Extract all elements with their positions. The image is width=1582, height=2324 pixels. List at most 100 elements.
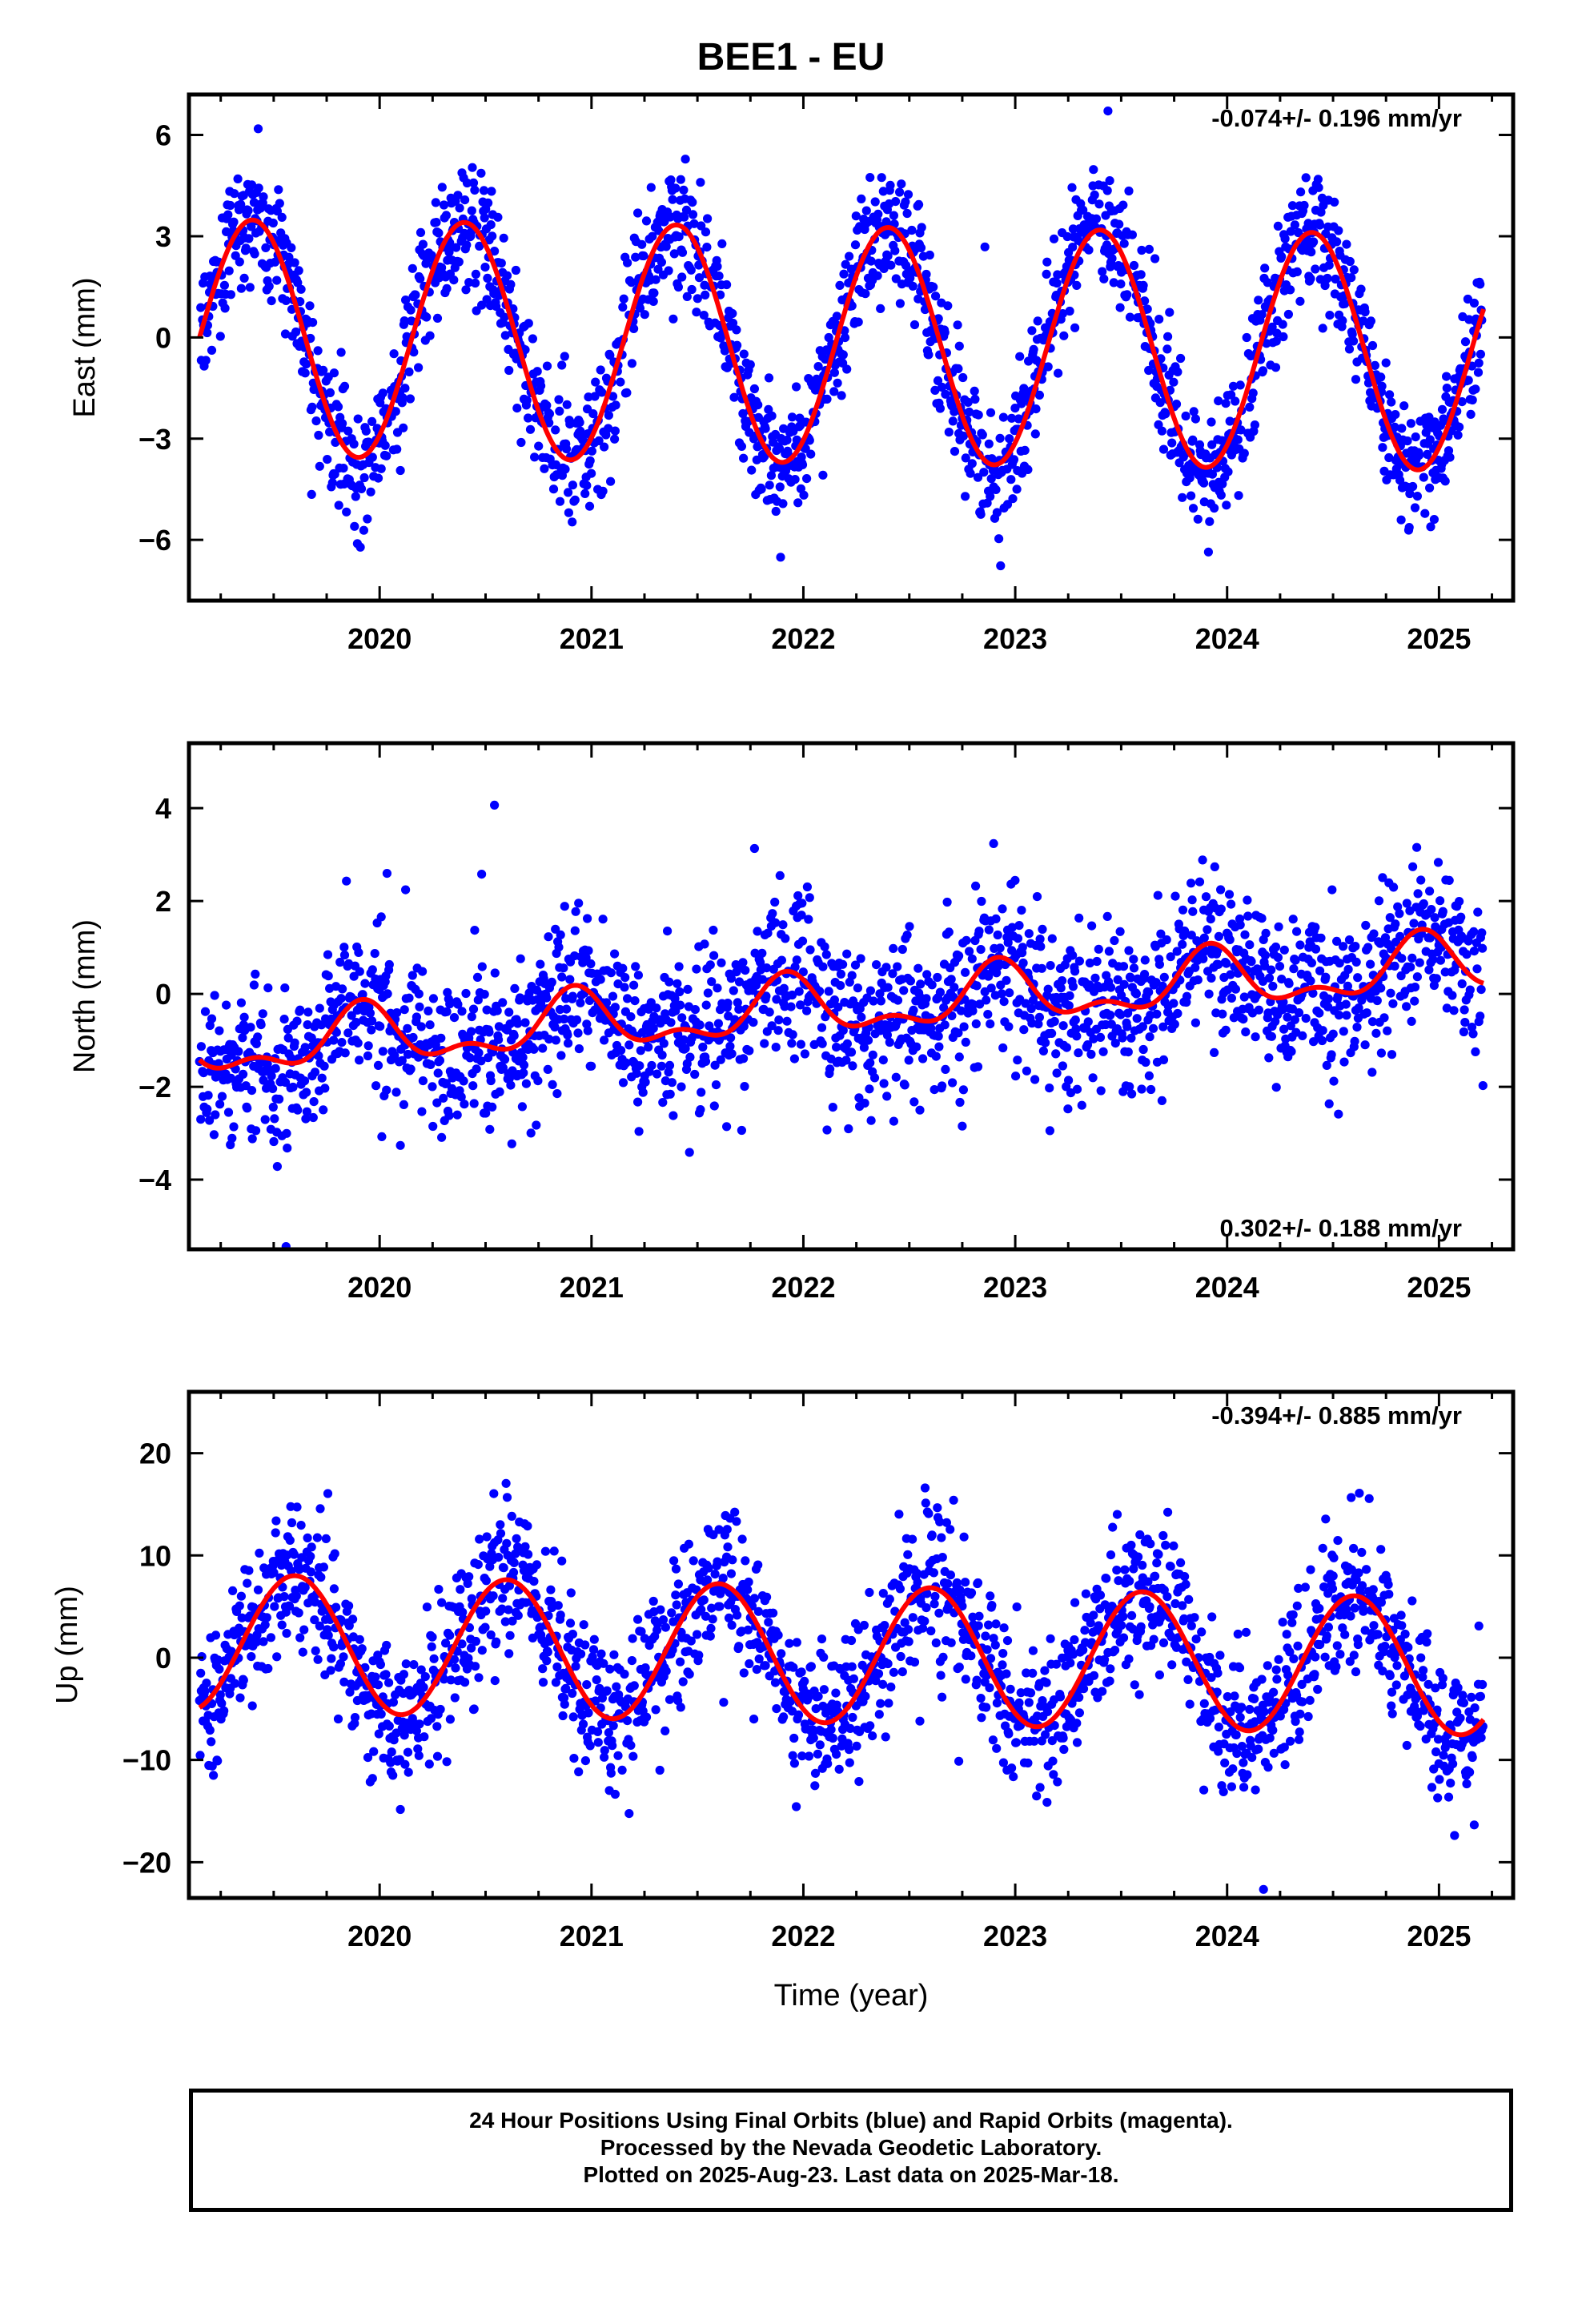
east-point	[1280, 234, 1290, 243]
east-point	[1009, 455, 1019, 464]
north-point	[1210, 1047, 1219, 1057]
north-point	[1231, 984, 1240, 994]
north-point	[1058, 1021, 1068, 1031]
north-y-tick-label: 2	[155, 885, 171, 918]
north-point	[568, 991, 578, 1001]
north-point	[976, 945, 986, 955]
north-point	[802, 1006, 812, 1015]
north-point	[519, 1068, 528, 1078]
north-point	[561, 1004, 572, 1014]
east-point	[648, 296, 658, 306]
east-point	[1012, 485, 1022, 494]
east-point	[889, 211, 898, 220]
east-point	[594, 436, 604, 446]
east-point	[732, 325, 741, 335]
up-point	[350, 1713, 360, 1723]
north-point	[243, 1104, 252, 1113]
east-point	[1098, 267, 1107, 276]
up-point	[409, 1660, 419, 1670]
east-point	[1347, 273, 1356, 283]
north-point	[561, 994, 571, 1003]
north-point	[995, 943, 1005, 953]
up-point	[196, 1668, 206, 1678]
north-point	[854, 1093, 864, 1103]
north-point	[477, 962, 487, 971]
north-point	[309, 1097, 319, 1107]
east-x-tick-label: 2021	[560, 622, 624, 655]
north-point	[1126, 973, 1135, 983]
north-point	[584, 946, 593, 955]
north-point	[822, 1125, 832, 1135]
east-point	[1161, 409, 1170, 419]
north-point	[659, 1039, 669, 1048]
east-point	[842, 364, 852, 374]
north-point	[494, 1035, 504, 1044]
up-point	[278, 1582, 287, 1592]
east-point	[291, 327, 301, 337]
north-point	[1132, 1014, 1142, 1023]
north-point	[1010, 875, 1020, 885]
north-point	[991, 914, 1001, 923]
north-point	[1218, 1009, 1227, 1019]
up-point	[777, 1649, 786, 1659]
up-point	[306, 1567, 315, 1577]
north-point	[961, 967, 970, 977]
east-point	[1245, 402, 1255, 412]
up-point	[726, 1569, 737, 1578]
north-x-tick-label: 2025	[1407, 1271, 1471, 1304]
up-point	[327, 1654, 336, 1663]
up-point	[498, 1594, 508, 1603]
north-point	[778, 920, 788, 930]
north-point	[196, 1042, 206, 1051]
east-point	[281, 296, 291, 305]
up-point	[724, 1613, 734, 1622]
up-point	[434, 1585, 444, 1594]
east-point	[681, 205, 692, 215]
east-y-tick-label: 6	[155, 119, 171, 152]
north-point	[570, 926, 580, 935]
north-point	[1178, 905, 1188, 915]
up-point	[376, 1709, 386, 1719]
east-point	[1384, 452, 1394, 463]
east-point	[351, 492, 360, 501]
north-point	[1047, 1028, 1057, 1038]
north-point	[258, 1009, 267, 1019]
north-point	[453, 999, 463, 1009]
north-point	[1415, 958, 1424, 967]
north-point	[283, 1033, 293, 1043]
north-point	[1156, 929, 1166, 939]
north-point	[529, 1044, 539, 1054]
east-point	[699, 311, 709, 320]
up-point	[565, 1618, 576, 1628]
up-point	[551, 1678, 561, 1687]
east-point	[349, 439, 359, 449]
north-point	[817, 1023, 827, 1032]
up-point	[813, 1691, 823, 1701]
east-point	[935, 404, 945, 413]
north-point	[1468, 1029, 1478, 1039]
up-point	[532, 1613, 542, 1622]
east-point	[496, 259, 506, 268]
north-point	[690, 1005, 701, 1015]
east-point	[1043, 362, 1053, 372]
east-point	[1420, 509, 1430, 518]
east-point	[293, 278, 303, 287]
north-point	[1393, 902, 1403, 911]
up-point	[373, 1680, 383, 1690]
north-point	[400, 1005, 409, 1015]
up-point	[686, 1636, 696, 1646]
east-point	[1367, 340, 1378, 351]
north-point	[271, 1063, 280, 1073]
east-point	[933, 376, 943, 385]
east-point	[544, 418, 554, 428]
north-point	[267, 1071, 276, 1081]
east-point	[885, 180, 895, 190]
east-point	[886, 260, 896, 270]
east-point	[792, 435, 801, 444]
north-point	[1339, 1027, 1348, 1036]
north-point	[342, 876, 351, 886]
north-point	[955, 1097, 965, 1108]
north-point	[358, 990, 367, 999]
north-point	[249, 980, 259, 990]
north-point	[392, 1008, 402, 1018]
